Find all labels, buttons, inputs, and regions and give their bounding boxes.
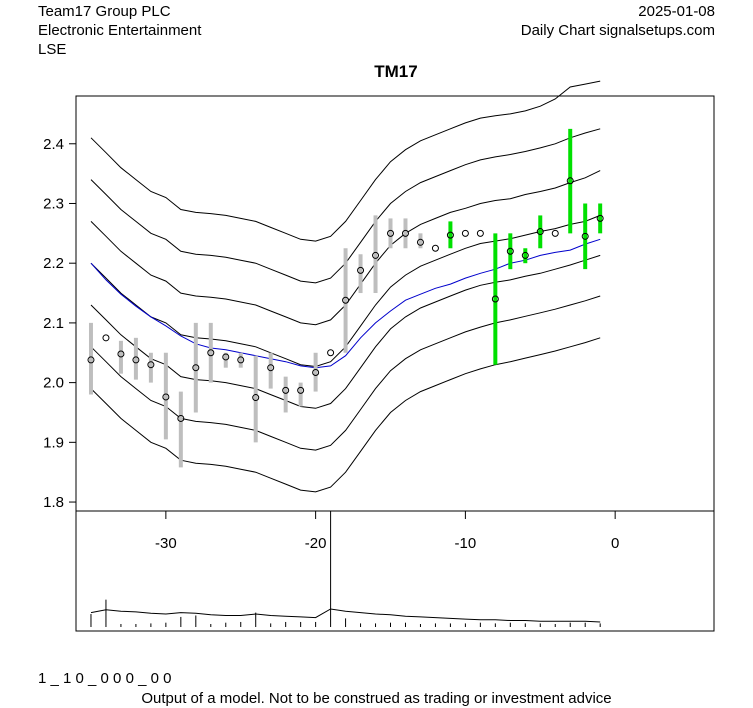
chart-title: TM17 [374,62,417,81]
exchange-name: LSE [38,41,67,58]
y-tick-label: 2.3 [43,195,64,212]
close-point [551,229,559,237]
x-tick-label: -30 [155,535,177,552]
close-point [446,231,454,239]
close-point [252,394,260,402]
band-line-upper3 [90,80,601,242]
close-point [282,386,290,394]
close-point [87,356,95,364]
close-point [117,350,125,358]
close-point [177,414,185,422]
close-point [387,229,395,237]
close-point [237,356,245,364]
close-point [401,229,409,237]
band-line-lower2 [90,295,601,451]
y-tick-label: 2.0 [43,375,64,392]
close-point [132,356,140,364]
header-left: Team17 Group PLC Electronic Entertainmen… [38,2,201,59]
volume-plot [75,510,715,632]
close-point [431,244,439,252]
header-right: 2025-01-08 Daily Chart signalsetups.com [521,2,715,40]
y-tick-label: 1.9 [43,434,64,451]
y-tick-label: 2.1 [43,315,64,332]
close-point [521,251,529,259]
close-point [267,364,275,372]
close-point [147,361,155,369]
x-tick-label: -10 [455,535,477,552]
close-point [222,353,230,361]
close-point [162,393,170,401]
sector-name: Electronic Entertainment [38,22,202,39]
close-point [476,229,484,237]
close-point [327,349,335,357]
close-point [102,334,110,342]
close-point [536,228,544,236]
close-point [297,386,305,394]
company-name: Team17 Group PLC [38,3,171,20]
y-tick-label: 1.8 [43,494,64,511]
close-point [566,177,574,185]
close-point [312,368,320,376]
x-tick-label: -20 [305,535,327,552]
close-point [192,364,200,372]
price-plot: 1.8 1.9 2.0 2.1 2.2 2.3 2.4 -30 -20 -10 0 [43,80,715,552]
close-point [207,349,215,357]
disclaimer: Output of a model. Not to be construed a… [141,690,612,707]
close-point [357,266,365,274]
close-point [461,229,469,237]
y-tick-label: 2.2 [43,255,64,272]
close-point [416,238,424,246]
center-line [90,238,601,369]
close-point [506,247,514,255]
volume-avg-line [90,608,601,623]
close-point [342,296,350,304]
close-point [372,251,380,259]
volume-frame [75,510,715,632]
x-tick-label: 0 [611,535,619,552]
model-code: 1 _ 1 0 _ 0 0 0 _ 0 0 [38,670,172,687]
band-line-lower1 [90,254,601,409]
y-tick-label: 2.4 [43,136,64,153]
chart-kind: Daily Chart signalsetups.com [520,22,715,39]
close-point [581,232,589,240]
close-point [491,295,499,303]
chart-date: 2025-01-08 [638,3,715,20]
close-point [596,214,604,222]
band-line-lower3 [90,337,601,493]
